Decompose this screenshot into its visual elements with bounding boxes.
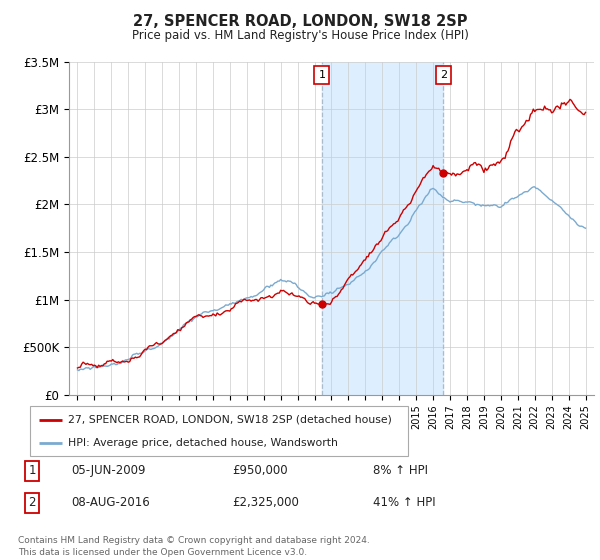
Text: 27, SPENCER ROAD, LONDON, SW18 2SP (detached house): 27, SPENCER ROAD, LONDON, SW18 2SP (deta… (68, 414, 392, 424)
Text: 1: 1 (28, 464, 36, 478)
Text: 27, SPENCER ROAD, LONDON, SW18 2SP: 27, SPENCER ROAD, LONDON, SW18 2SP (133, 14, 467, 29)
Text: Contains HM Land Registry data © Crown copyright and database right 2024.
This d: Contains HM Land Registry data © Crown c… (18, 536, 370, 557)
Text: HPI: Average price, detached house, Wandsworth: HPI: Average price, detached house, Wand… (68, 438, 338, 448)
Text: Price paid vs. HM Land Registry's House Price Index (HPI): Price paid vs. HM Land Registry's House … (131, 29, 469, 42)
FancyBboxPatch shape (30, 406, 408, 456)
Text: 41% ↑ HPI: 41% ↑ HPI (373, 496, 436, 510)
Text: £950,000: £950,000 (232, 464, 288, 478)
Bar (322, 62, 443, 395)
Text: 8% ↑ HPI: 8% ↑ HPI (373, 464, 428, 478)
Text: 2: 2 (440, 70, 447, 80)
Text: 1: 1 (319, 70, 325, 80)
Text: 2: 2 (28, 496, 36, 510)
Text: 05-JUN-2009: 05-JUN-2009 (71, 464, 146, 478)
Text: £2,325,000: £2,325,000 (232, 496, 299, 510)
Text: 08-AUG-2016: 08-AUG-2016 (71, 496, 151, 510)
